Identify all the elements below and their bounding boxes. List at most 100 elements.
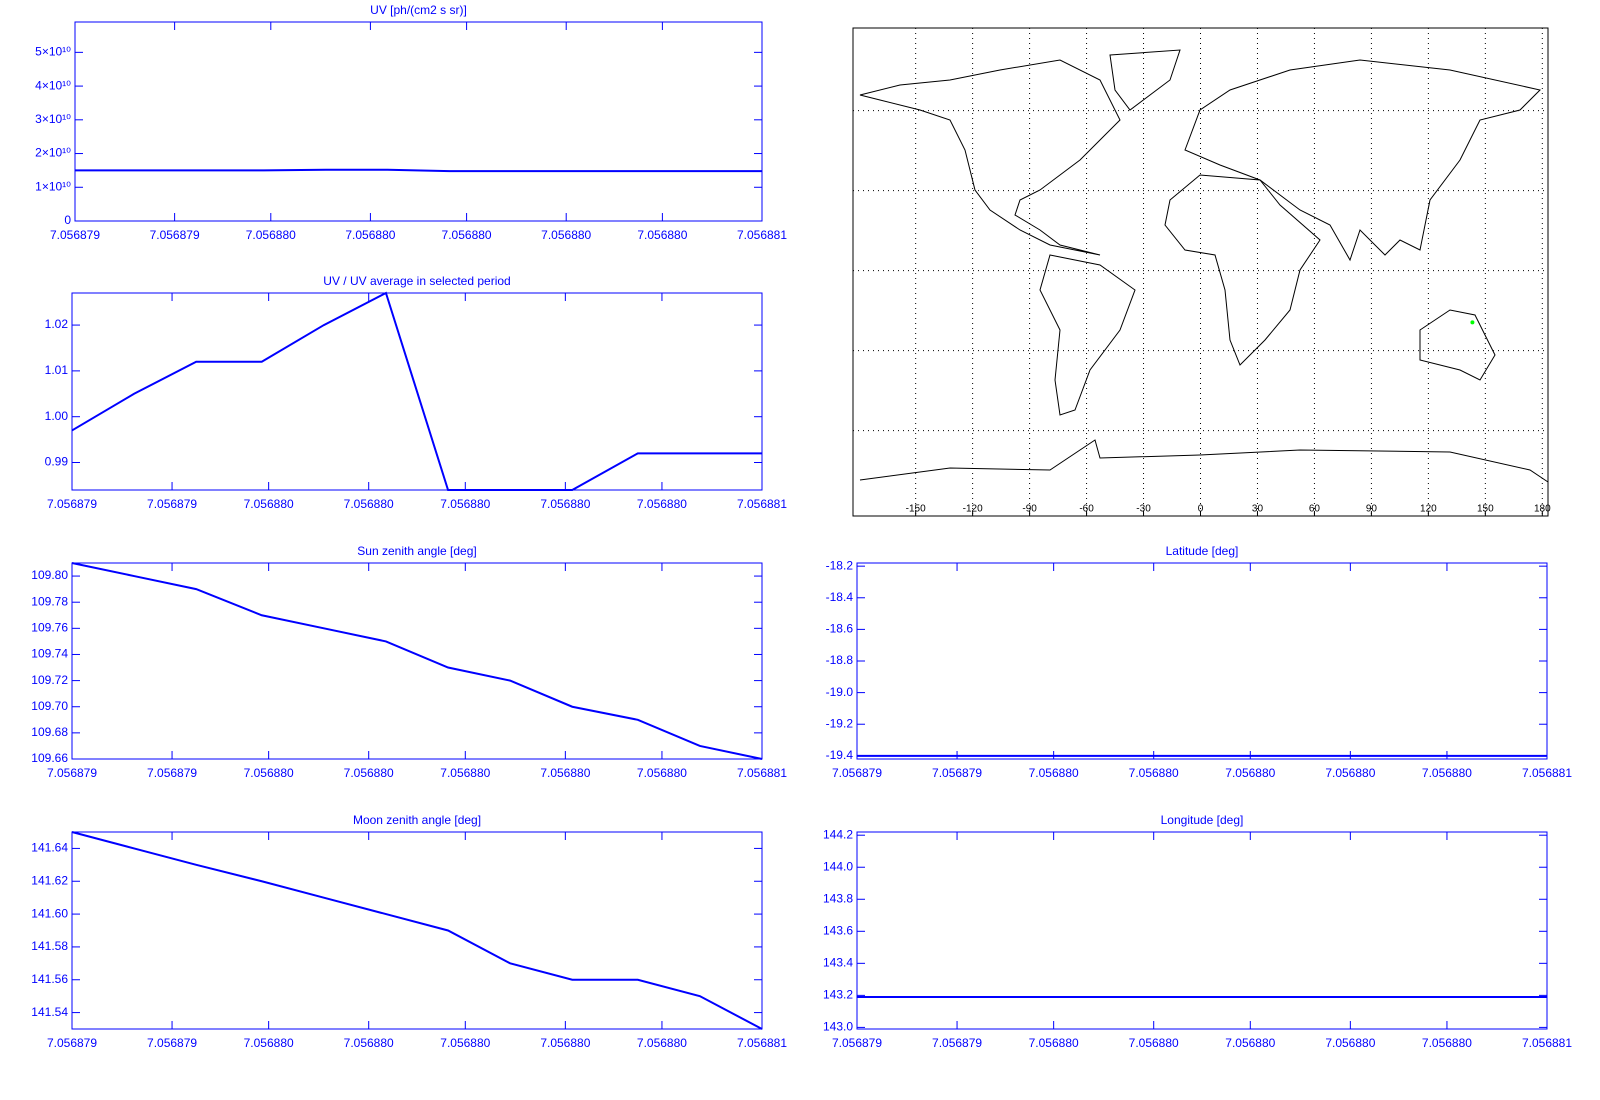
- x-tick-label: 7.056880: [244, 497, 294, 511]
- chart-title: Sun zenith angle [deg]: [357, 544, 476, 558]
- y-tick-label: 141.56: [31, 972, 68, 986]
- chart-title: UV / UV average in selected period: [323, 274, 510, 288]
- y-tick-label: 143.0: [823, 1020, 853, 1034]
- x-tick-label: 7.056879: [147, 766, 197, 780]
- y-tick-label: 143.4: [823, 956, 853, 970]
- x-tick-label: 150: [1477, 504, 1494, 515]
- y-tick-label: 1.02: [45, 317, 69, 331]
- x-tick-label: 60: [1309, 504, 1321, 515]
- plot-frame: [74, 21, 763, 222]
- y-tick-label: 144.0: [823, 859, 853, 873]
- x-tick-label: 7.056880: [541, 228, 591, 242]
- x-tick-label: 7.056880: [540, 497, 590, 511]
- y-tick-label: 109.68: [31, 725, 68, 739]
- x-tick-label: -150: [906, 504, 926, 515]
- data-line: [75, 168, 762, 173]
- y-tick-label: 143.6: [823, 923, 853, 937]
- coastline: [1419, 309, 1496, 381]
- chart-title: Longitude [deg]: [1161, 813, 1244, 827]
- chart-title: Moon zenith angle [deg]: [353, 813, 481, 827]
- y-tick-label: 109.74: [31, 647, 68, 661]
- x-tick-label: 7.056880: [540, 766, 590, 780]
- x-tick-label: 7.056879: [832, 766, 882, 780]
- y-tick-label: 1×10¹⁰: [35, 179, 71, 193]
- x-tick-label: 7.056881: [1522, 766, 1572, 780]
- x-tick-label: 7.056880: [1422, 766, 1472, 780]
- x-tick-label: 7.056880: [344, 1036, 394, 1050]
- y-tick-label: 141.54: [31, 1005, 68, 1019]
- y-tick-label: 141.62: [31, 873, 68, 887]
- x-tick-label: 7.056879: [47, 1036, 97, 1050]
- y-tick-label: -18.8: [826, 653, 854, 667]
- x-tick-label: 7.056880: [637, 228, 687, 242]
- data-line: [71, 831, 763, 1030]
- y-tick-label: 109.76: [31, 621, 68, 635]
- y-tick-label: -19.4: [826, 748, 854, 762]
- x-tick-label: 7.056880: [345, 228, 395, 242]
- y-tick-label: 144.2: [823, 827, 853, 841]
- plot-frame: [71, 562, 763, 760]
- x-tick-label: -120: [963, 504, 983, 515]
- y-tick-label: -19.0: [826, 685, 854, 699]
- x-tick-label: 7.056880: [1129, 766, 1179, 780]
- y-tick-label: 141.60: [31, 906, 68, 920]
- plot-frame: [856, 831, 1548, 1030]
- y-tick-label: 109.80: [31, 568, 68, 582]
- y-tick-label: 109.78: [31, 594, 68, 608]
- x-tick-label: 7.056880: [440, 766, 490, 780]
- coastline: [859, 59, 1121, 256]
- x-tick-label: 7.056880: [1225, 766, 1275, 780]
- x-tick-label: -60: [1079, 504, 1094, 515]
- plot-frame: [71, 831, 763, 1030]
- y-tick-label: 143.2: [823, 988, 853, 1002]
- x-tick-label: 7.056881: [737, 228, 787, 242]
- x-tick-label: 7.056880: [637, 497, 687, 511]
- y-tick-label: 1.01: [45, 363, 69, 377]
- coastline: [859, 439, 1549, 483]
- y-tick-label: -18.2: [826, 558, 854, 572]
- y-tick-label: 109.66: [31, 751, 68, 765]
- x-tick-label: 7.056880: [1325, 766, 1375, 780]
- x-tick-label: 7.056880: [442, 228, 492, 242]
- y-tick-label: -19.2: [826, 716, 854, 730]
- y-tick-label: 0.99: [45, 455, 69, 469]
- x-tick-label: 7.056879: [50, 228, 100, 242]
- x-tick-label: 7.056880: [244, 766, 294, 780]
- x-tick-label: 7.056880: [246, 228, 296, 242]
- panel: Moon zenith angle [deg] 141.54 141.56 141.5…: [31, 813, 787, 1050]
- x-tick-label: 7.056880: [1225, 1036, 1275, 1050]
- y-tick-label: -18.4: [826, 590, 854, 604]
- x-tick-label: 7.056881: [1522, 1036, 1572, 1050]
- panel: Longitude [deg] 143.0 143.2 143.4 143.6 143.8…: [823, 813, 1572, 1050]
- x-tick-label: 7.056879: [932, 1036, 982, 1050]
- x-tick-label: 0: [1198, 504, 1204, 515]
- x-tick-label: 7.056880: [1129, 1036, 1179, 1050]
- panel: Latitude [deg] -19.4 -19.2 -19.0 -18.8 -18.6 -…: [826, 544, 1573, 780]
- y-tick-label: 109.72: [31, 673, 68, 687]
- x-tick-label: 7.056879: [832, 1036, 882, 1050]
- x-tick-label: 7.056880: [344, 766, 394, 780]
- x-tick-label: 7.056880: [1325, 1036, 1375, 1050]
- x-tick-label: 7.056881: [737, 1036, 787, 1050]
- data-line: [71, 291, 762, 491]
- x-tick-label: 7.056879: [150, 228, 200, 242]
- coastline: [1184, 59, 1541, 262]
- x-tick-label: 7.056880: [637, 766, 687, 780]
- x-tick-label: 7.056879: [147, 497, 197, 511]
- x-tick-label: 7.056879: [932, 766, 982, 780]
- x-tick-label: 7.056881: [737, 766, 787, 780]
- x-tick-label: 7.056880: [1029, 1036, 1079, 1050]
- x-tick-label: 7.056879: [47, 766, 97, 780]
- y-tick-label: 143.8: [823, 891, 853, 905]
- panel: UV [ph/(cm2 s sr)] 0 1×10¹⁰ 2×10¹⁰ 3×10¹⁰ 4×1…: [35, 3, 787, 242]
- chart-title: Latitude [deg]: [1166, 544, 1239, 558]
- x-tick-label: 7.056880: [244, 1036, 294, 1050]
- coastline: [1109, 49, 1181, 111]
- y-tick-label: 3×10¹⁰: [35, 112, 71, 126]
- coastline: [1039, 254, 1136, 416]
- x-tick-label: 7.056880: [637, 1036, 687, 1050]
- panel: UV / UV average in selected period 0.99 1.…: [45, 274, 788, 511]
- y-tick-label: 109.70: [31, 699, 68, 713]
